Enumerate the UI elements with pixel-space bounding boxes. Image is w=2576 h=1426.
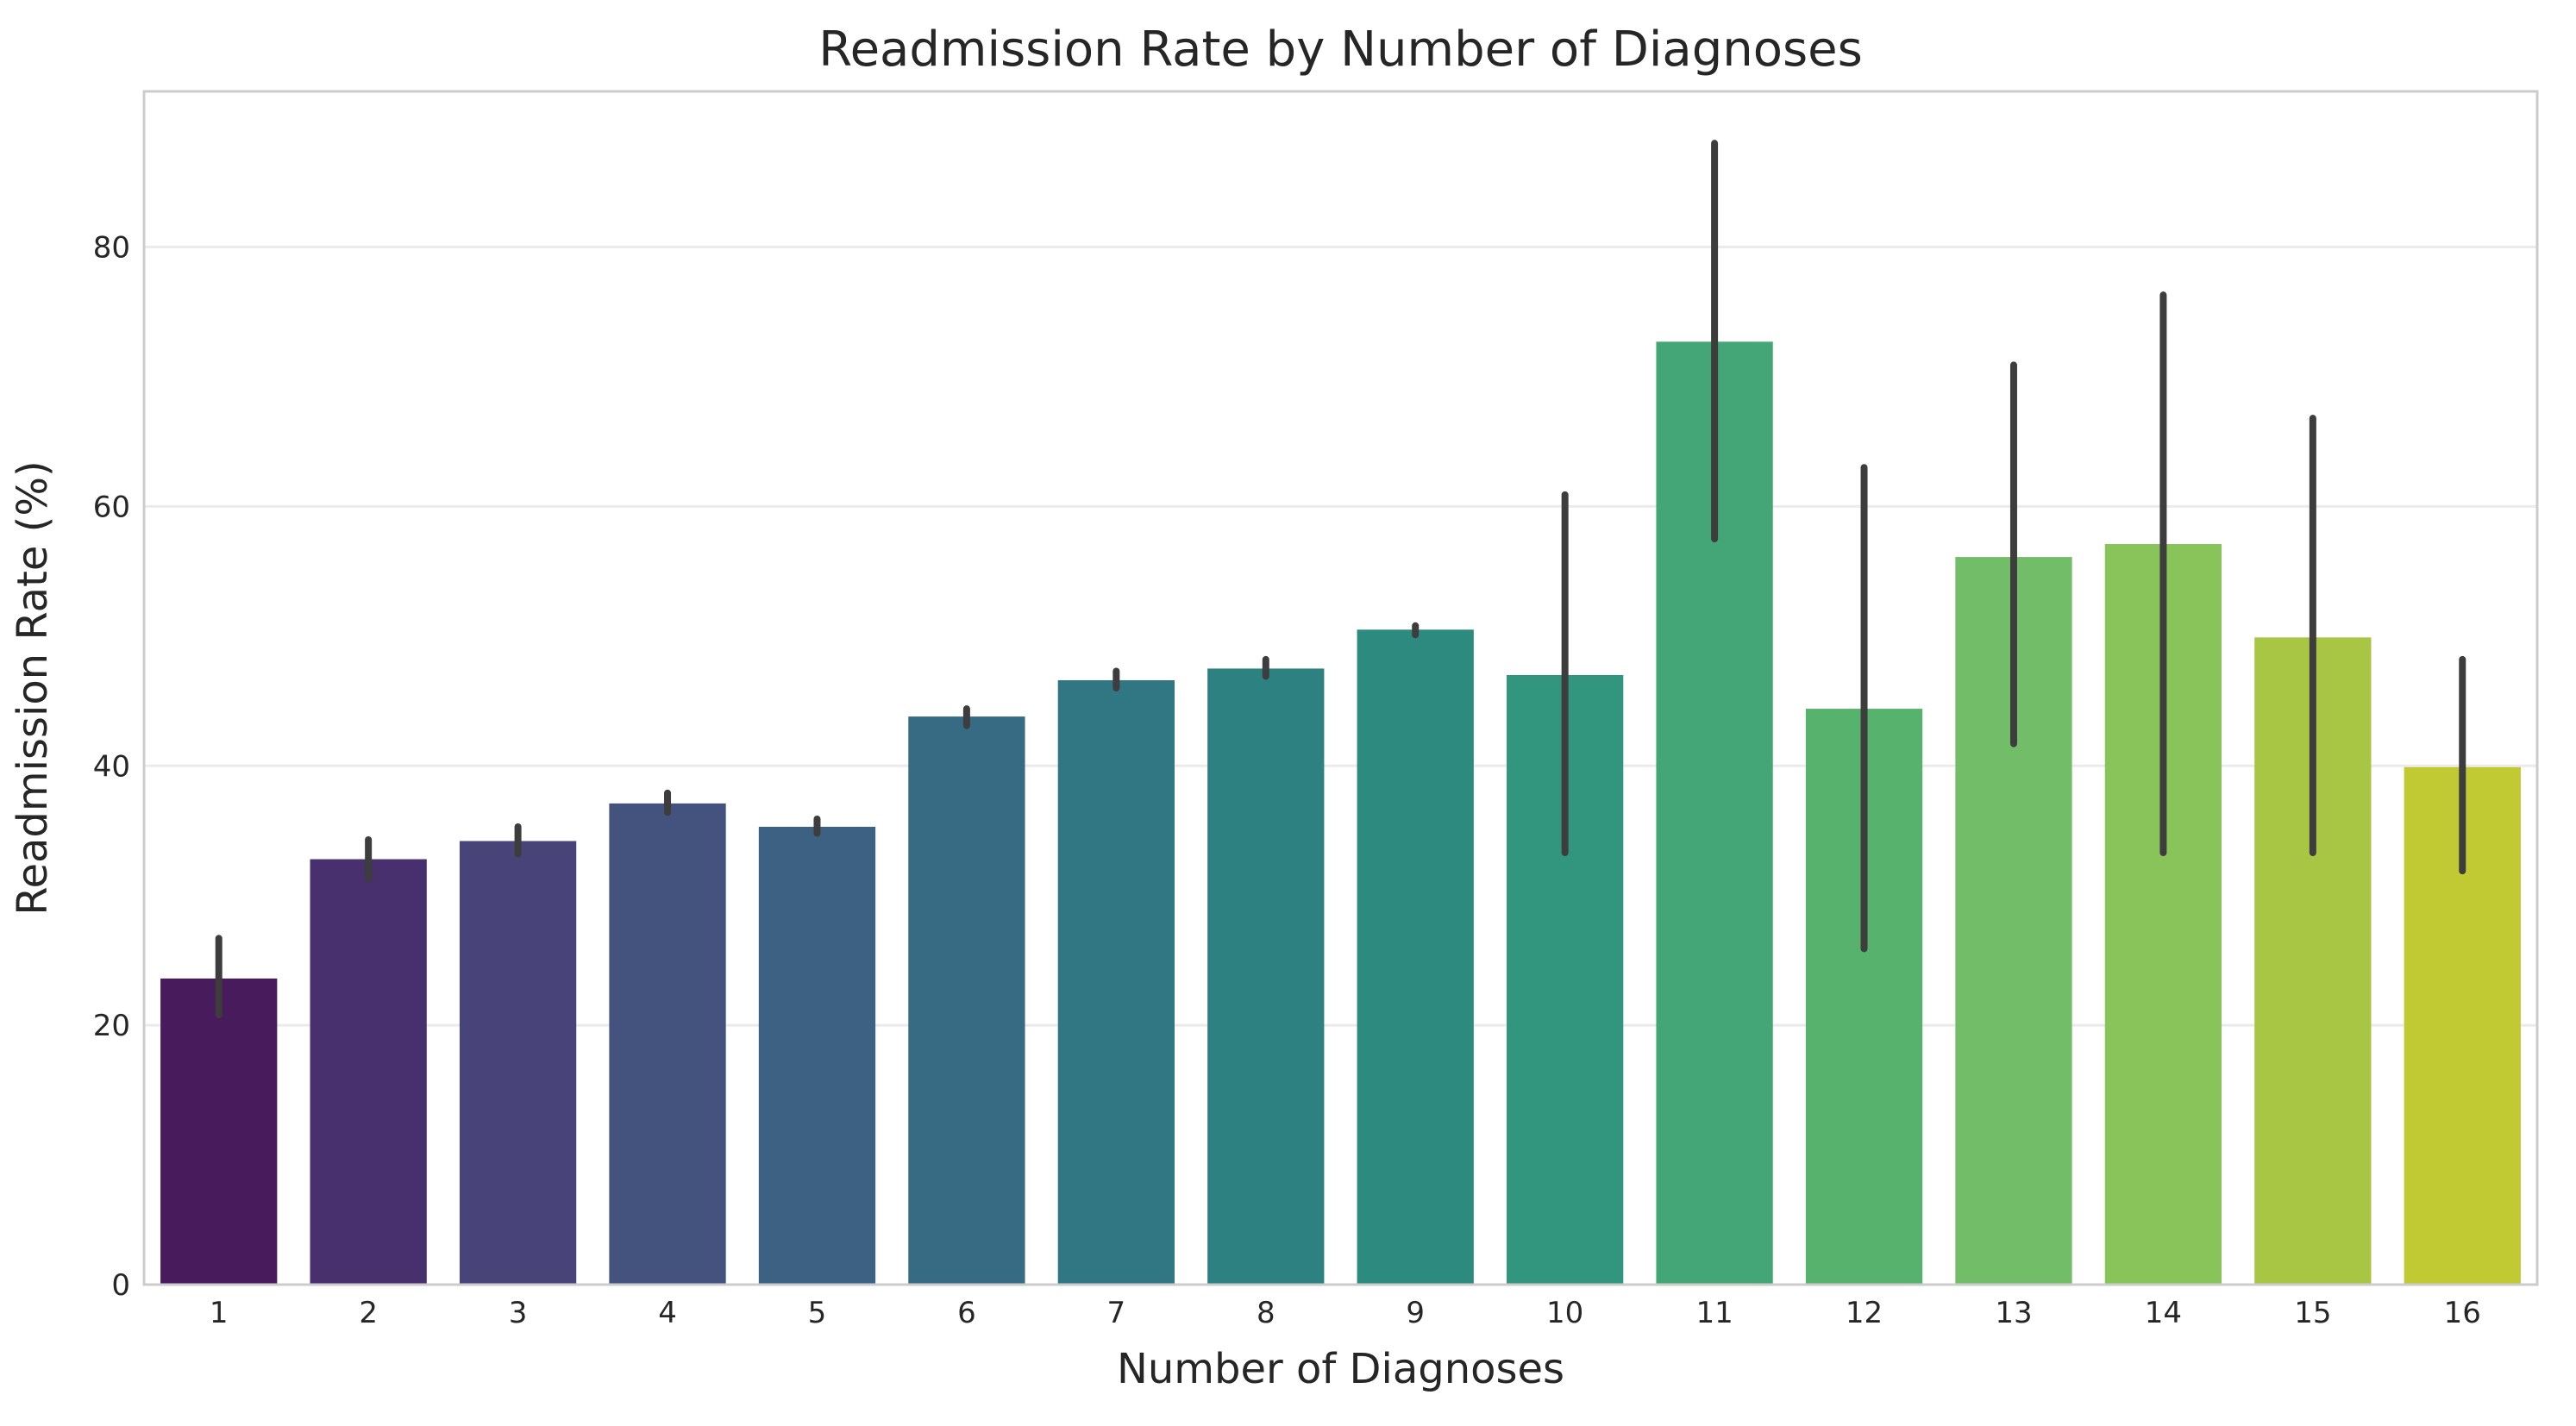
bar	[1357, 629, 1474, 1285]
y-tick-label: 40	[93, 749, 130, 784]
x-tick-label: 12	[1846, 1296, 1883, 1330]
bar	[1057, 679, 1175, 1285]
plot-frame	[142, 90, 2539, 1286]
y-axis-title: Readmission Rate (%)	[9, 460, 57, 915]
x-tick-label: 3	[509, 1296, 528, 1330]
x-tick-labels: 1 2 3 4 5 6 7 8 9 10 11 12 13 14 15 16	[210, 1296, 2481, 1330]
x-tick-label: 10	[1546, 1296, 1583, 1330]
bar	[609, 803, 726, 1285]
bar	[310, 859, 427, 1285]
y-tick-label: 80	[93, 231, 130, 266]
x-tick-label: 6	[957, 1296, 976, 1330]
x-tick-label: 16	[2444, 1296, 2481, 1330]
x-tick-label: 4	[658, 1296, 677, 1330]
y-tick-label: 0	[111, 1268, 130, 1303]
x-tick-label: 11	[1695, 1296, 1733, 1330]
bar	[1207, 668, 1325, 1285]
chart-title: Readmission Rate by Number of Diagnoses	[818, 22, 1863, 78]
x-tick-label: 9	[1406, 1296, 1425, 1330]
error-bars	[215, 140, 2466, 1019]
x-tick-label: 7	[1107, 1296, 1126, 1330]
bar	[908, 716, 1025, 1285]
x-tick-label: 1	[210, 1296, 229, 1330]
x-tick-label: 5	[808, 1296, 827, 1330]
bars	[160, 341, 2521, 1285]
y-tick-label: 20	[93, 1009, 130, 1043]
bar	[758, 826, 876, 1285]
x-tick-label: 2	[359, 1296, 378, 1330]
x-tick-label: 15	[2294, 1296, 2331, 1330]
y-tick-label: 60	[93, 490, 130, 524]
x-tick-label: 14	[2145, 1296, 2182, 1330]
y-tick-labels: 0 20 40 60 80	[93, 231, 130, 1303]
x-axis-title: Number of Diagnoses	[1117, 1345, 1564, 1393]
x-tick-label: 8	[1257, 1296, 1275, 1330]
x-tick-label: 13	[1995, 1296, 2032, 1330]
bar	[160, 978, 278, 1285]
bar	[459, 841, 577, 1285]
